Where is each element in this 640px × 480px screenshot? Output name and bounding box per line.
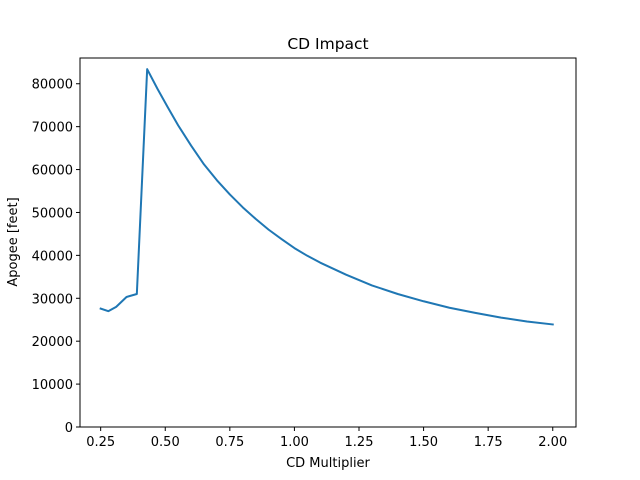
plot-frame bbox=[79, 57, 577, 428]
x-tick-label: 1.75 bbox=[474, 435, 503, 450]
x-axis-label: CD Multiplier bbox=[286, 456, 370, 471]
x-tick-label: 1.25 bbox=[345, 435, 374, 450]
x-tick-label: 1.00 bbox=[280, 435, 309, 450]
y-tick-label: 30000 bbox=[32, 292, 73, 307]
y-tick-label: 0 bbox=[65, 421, 73, 436]
chart-title: CD Impact bbox=[287, 35, 368, 53]
y-tick-label: 60000 bbox=[32, 164, 73, 179]
y-tick-label: 50000 bbox=[32, 206, 73, 221]
x-axis-ticks: 0.25 0.50 0.75 1.00 1.25 1.50 1.75 2.00 bbox=[86, 427, 567, 450]
y-tick-label: 20000 bbox=[32, 335, 73, 350]
y-tick-label: 10000 bbox=[32, 378, 73, 393]
y-tick-label: 80000 bbox=[32, 78, 73, 93]
apogee-series-line bbox=[99, 68, 554, 326]
x-tick-label: 1.50 bbox=[409, 435, 438, 450]
y-axis-ticks: 0 10000 20000 30000 40000 50000 60000 70000 8000… bbox=[32, 78, 80, 436]
x-tick-label: 2.00 bbox=[538, 435, 567, 450]
y-tick-label: 40000 bbox=[32, 249, 73, 264]
y-tick-label: 70000 bbox=[32, 121, 73, 136]
x-tick-label: 0.50 bbox=[151, 435, 180, 450]
y-axis-label: Apogee [feet] bbox=[6, 197, 21, 286]
x-tick-label: 0.25 bbox=[86, 435, 115, 450]
x-tick-label: 0.75 bbox=[215, 435, 244, 450]
plot-area bbox=[79, 57, 577, 428]
